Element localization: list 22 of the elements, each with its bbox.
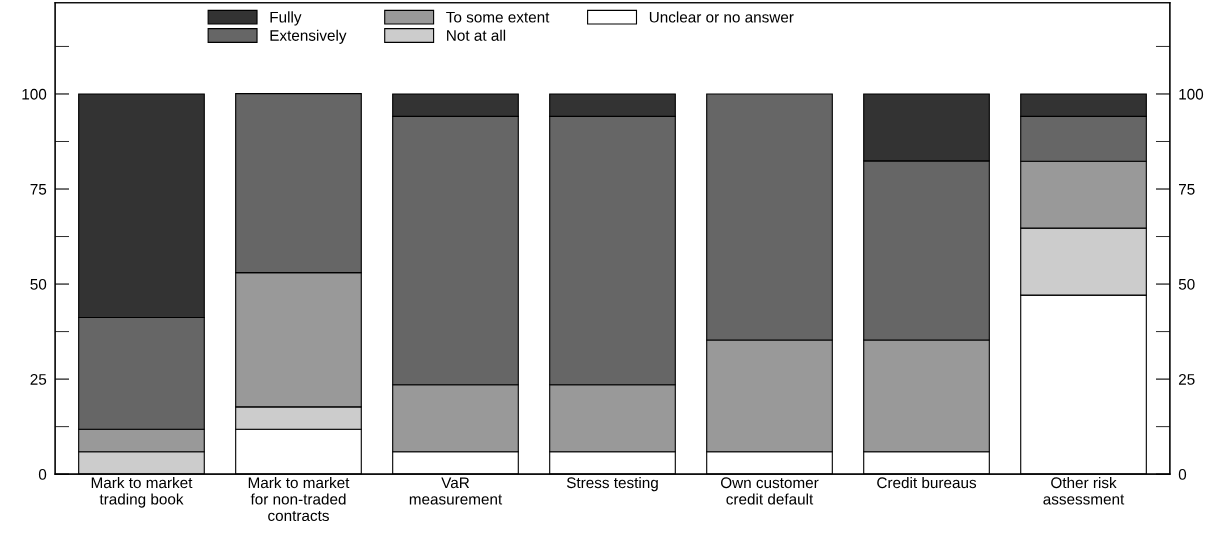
x-tick-label: Credit bureaus	[877, 476, 977, 489]
legend-label: Unclear or no answer	[649, 11, 794, 23]
y2-tick-label: 0	[1178, 469, 1187, 480]
y-tick-label: 75	[30, 184, 47, 195]
x-tick-label: Mark to market trading book	[91, 476, 193, 508]
y-tick-label: 25	[30, 373, 47, 385]
legend-label: Extensively	[270, 29, 347, 44]
y-tick-label: 50	[30, 278, 47, 290]
x-tick-label: Stress testing	[566, 476, 658, 492]
y-tick-label: 0	[38, 469, 47, 480]
y-tick-label: 100	[22, 88, 47, 100]
legend-label: Fully	[270, 11, 302, 26]
x-tick-label: Other risk assessment	[1043, 476, 1125, 505]
legend-label: To some extent	[446, 11, 550, 23]
y2-tick-label: 25	[1178, 373, 1195, 385]
y2-tick-label: 100	[1179, 88, 1204, 100]
x-tick-label: VaR measurement	[409, 477, 503, 505]
legend-label: Not at all	[447, 29, 506, 41]
y2-tick-label: 50	[1178, 278, 1195, 290]
y2-tick-label: 75	[1178, 184, 1195, 195]
x-tick-label: Own customer credit default	[720, 477, 819, 505]
x-tick-label: Mark to market for non-traded contracts	[248, 476, 350, 522]
